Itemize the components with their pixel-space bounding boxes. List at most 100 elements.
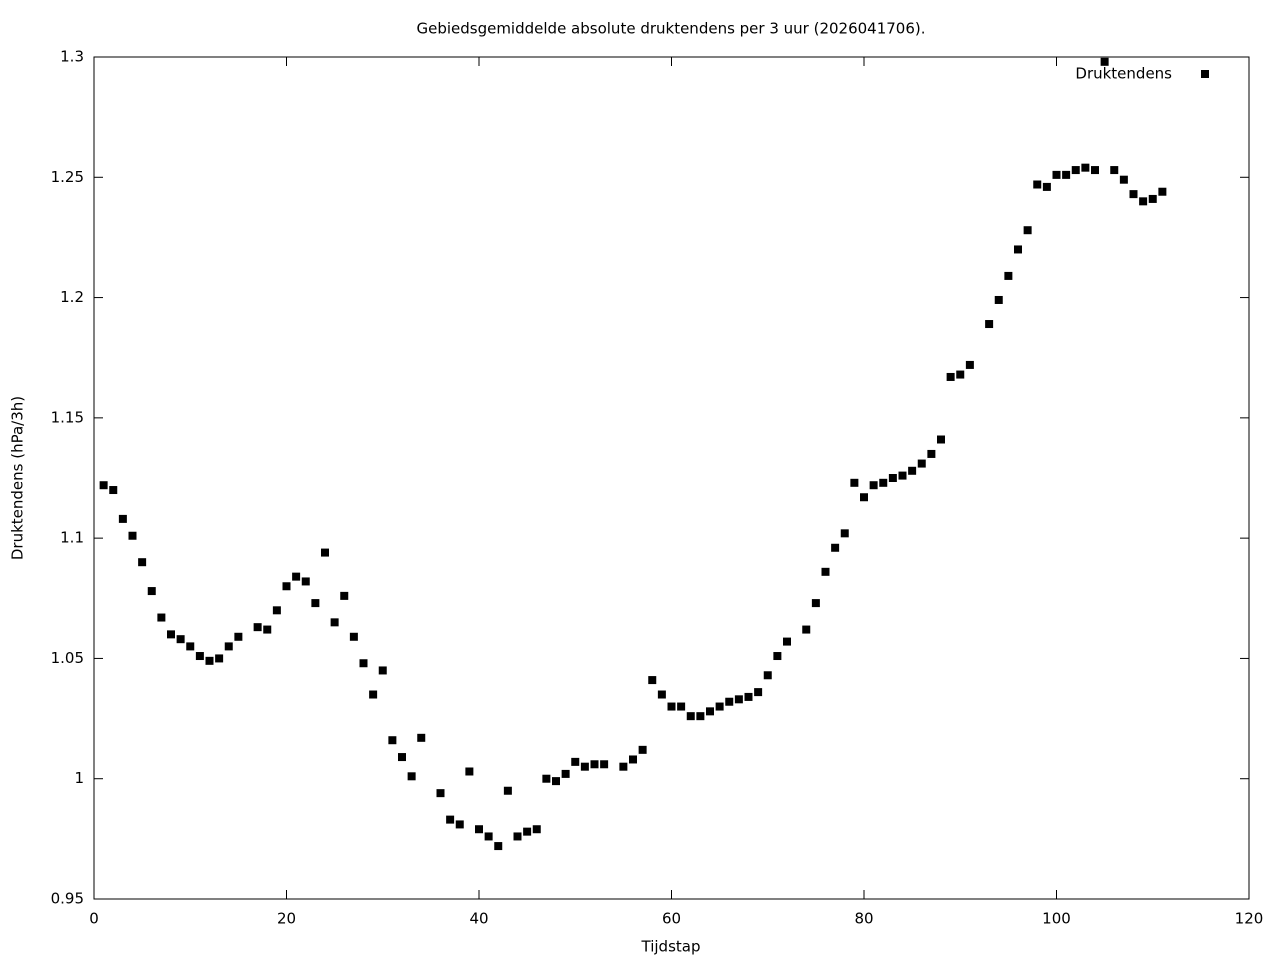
point [446, 815, 455, 824]
point [513, 832, 522, 841]
point [455, 820, 464, 829]
point [638, 745, 647, 754]
point [1062, 170, 1071, 179]
point [706, 707, 714, 716]
point [1052, 170, 1061, 179]
point [234, 632, 243, 641]
point [937, 435, 945, 444]
point [831, 543, 840, 552]
point [561, 769, 570, 778]
point [677, 702, 686, 711]
point [734, 695, 743, 704]
x-tick-label: 0 [89, 910, 99, 928]
point [879, 478, 888, 487]
x-tick-label: 120 [1235, 910, 1264, 928]
point [523, 827, 532, 836]
point [215, 654, 224, 663]
point [802, 625, 811, 634]
point [1081, 163, 1090, 172]
point [1148, 194, 1157, 203]
y-axis-label: Druktendens (hPa/3h) [9, 396, 27, 560]
point [436, 789, 445, 798]
legend-label: Druktendens [1075, 65, 1172, 83]
point [869, 481, 878, 490]
y-tick-label: 0.95 [51, 890, 84, 908]
point [1129, 190, 1138, 199]
point [465, 767, 474, 776]
point [888, 474, 897, 482]
point [686, 712, 695, 721]
point [494, 842, 503, 851]
point [850, 478, 859, 487]
point [378, 666, 387, 675]
point [600, 760, 609, 769]
point [532, 825, 541, 834]
point [580, 762, 589, 771]
point [965, 360, 974, 369]
point [763, 671, 772, 680]
point [388, 736, 397, 745]
y-tick-label: 1 [74, 769, 84, 787]
point [263, 625, 272, 634]
point [619, 762, 628, 771]
point [715, 702, 724, 711]
point [369, 690, 378, 699]
point [359, 659, 368, 668]
point [1158, 187, 1167, 196]
y-tick-label: 1.2 [60, 288, 84, 306]
point [696, 712, 705, 721]
point [1091, 166, 1099, 175]
point [99, 481, 108, 490]
point [1014, 245, 1022, 254]
point [398, 753, 406, 762]
point [147, 587, 156, 596]
point [195, 652, 204, 661]
point [176, 635, 185, 644]
point [118, 514, 127, 523]
point [773, 652, 782, 661]
point [205, 656, 214, 665]
point [407, 772, 416, 781]
point [1042, 182, 1051, 191]
point [571, 757, 580, 766]
point [475, 825, 483, 834]
point [1071, 166, 1080, 175]
point [503, 786, 512, 795]
point [349, 632, 358, 641]
point [282, 582, 291, 591]
x-tick-label: 20 [277, 910, 296, 928]
point [1139, 197, 1148, 206]
x-axis-label: Tijdstap [641, 938, 701, 956]
chart-title: Gebiedsgemiddelde absolute druktendens p… [416, 20, 925, 38]
point [783, 637, 791, 646]
point [253, 623, 262, 632]
point [840, 529, 849, 538]
point [167, 630, 175, 639]
x-tick-label: 40 [469, 910, 488, 928]
point [821, 567, 830, 576]
point [956, 370, 965, 379]
x-tick-label: 60 [662, 910, 681, 928]
point [301, 577, 310, 586]
point [224, 642, 233, 651]
point [330, 618, 339, 627]
point [417, 733, 426, 742]
point [908, 466, 917, 475]
y-tick-label: 1.05 [51, 649, 84, 667]
point [109, 486, 118, 495]
y-tick-label: 1.15 [51, 408, 84, 426]
point [1100, 57, 1109, 66]
point [1033, 180, 1042, 189]
point [292, 572, 301, 581]
point [321, 548, 329, 557]
point [811, 599, 820, 608]
point [272, 606, 281, 615]
y-tick-label: 1.25 [51, 168, 84, 186]
point [917, 459, 926, 468]
point [1110, 166, 1119, 175]
point [754, 688, 763, 697]
point [985, 320, 994, 329]
point [725, 697, 734, 706]
point [340, 591, 349, 600]
